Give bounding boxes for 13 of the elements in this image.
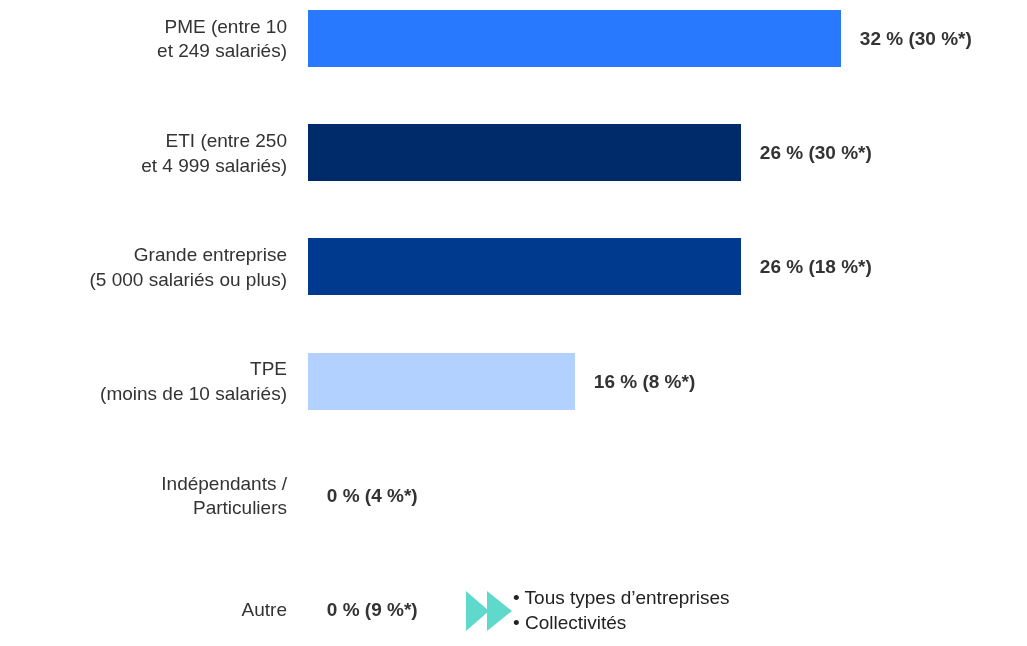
y-tick-label: Indépendants / Particuliers bbox=[161, 472, 288, 519]
annotation: • Tous types d’entreprises • Collectivités bbox=[513, 587, 730, 633]
data-label: 32 % (30 %*) bbox=[844, 28, 972, 49]
y-tick-label: TPE (moins de 10 salariés) bbox=[100, 358, 287, 405]
data-label: 26 % (18 %*) bbox=[744, 256, 872, 277]
y-tick-label: PME (entre 10 et 249 salariés) bbox=[157, 15, 287, 62]
data-label: 26 % (30 %*) bbox=[744, 142, 872, 163]
y-tick-label: Grande entreprise (5 000 salariés ou plus) bbox=[89, 244, 287, 290]
data-label: 0 % (4 %*) bbox=[311, 485, 418, 506]
y-tick-label: ETI (entre 250 et 4 999 salariés) bbox=[141, 129, 287, 176]
y-tick-label: Autre bbox=[241, 599, 287, 621]
data-label: 16 % (8 %*) bbox=[578, 371, 696, 392]
data-label: 0 % (9 %*) bbox=[311, 599, 418, 620]
